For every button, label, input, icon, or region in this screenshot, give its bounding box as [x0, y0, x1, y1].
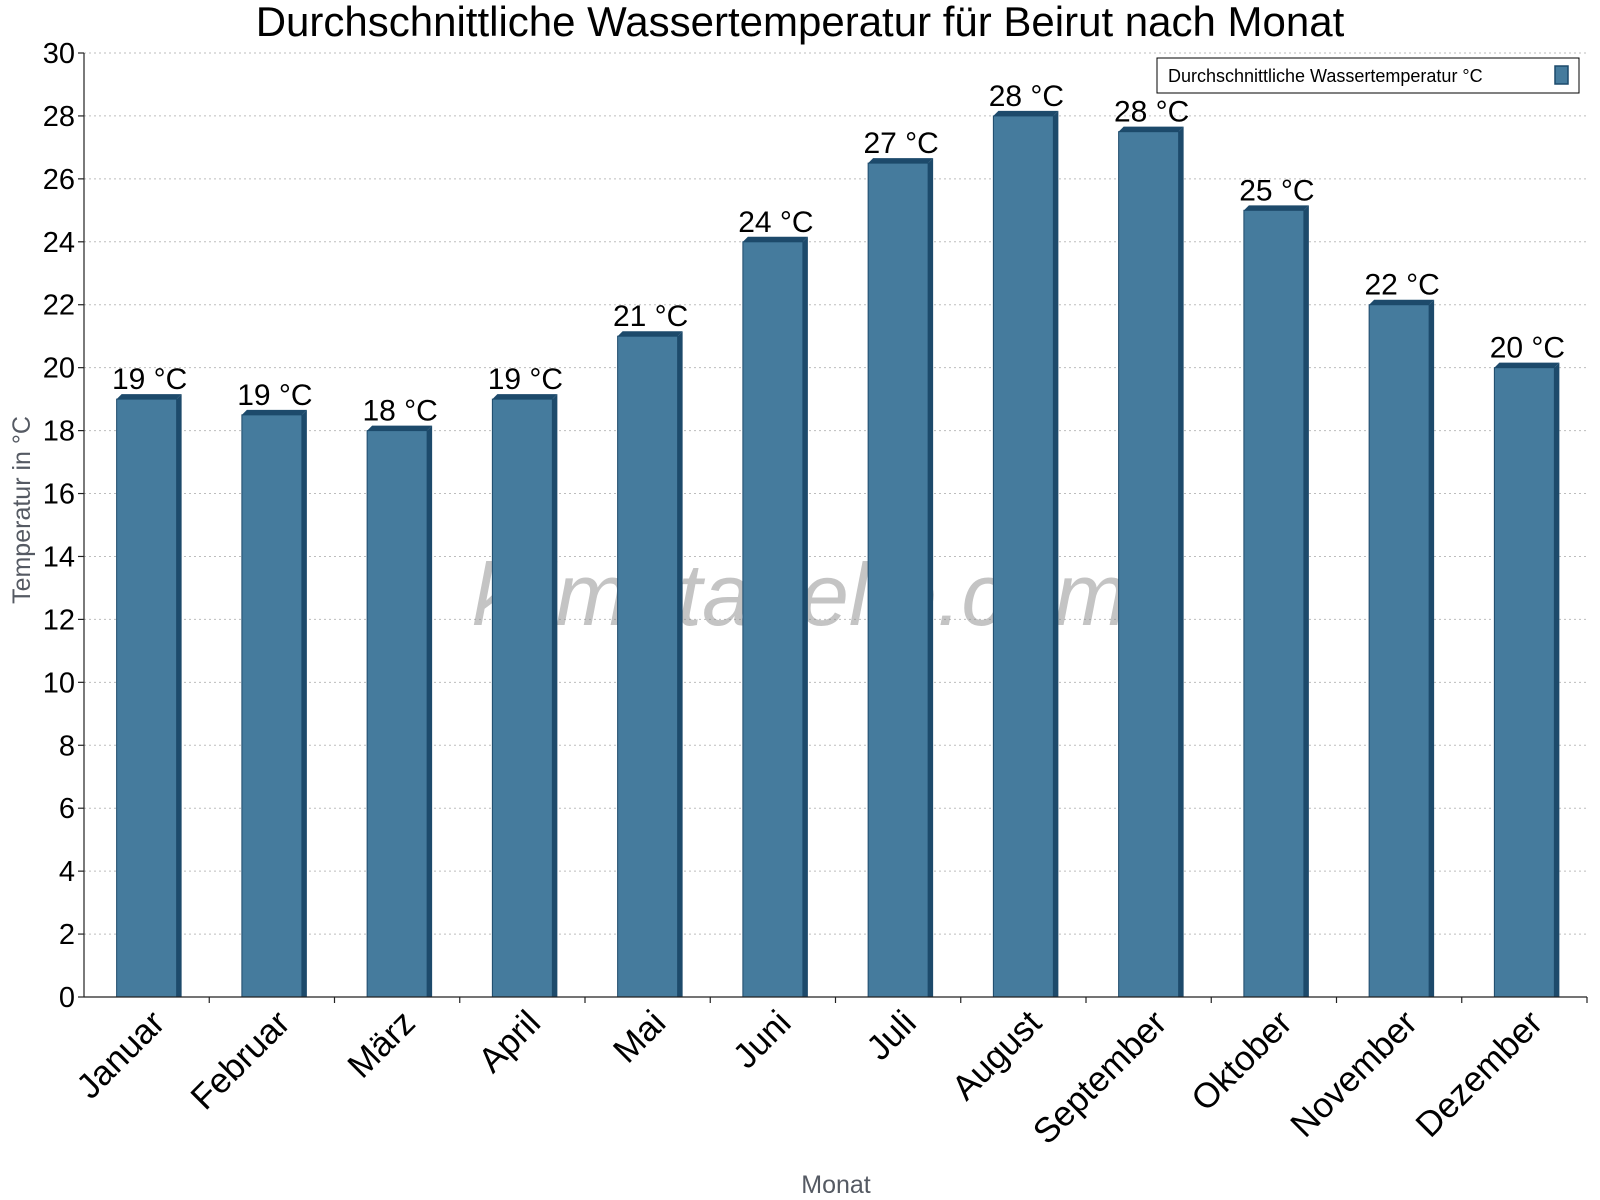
x-tick-label: September: [1026, 1003, 1175, 1152]
y-tick-label: 6: [59, 793, 75, 825]
data-label: 21 °C: [613, 300, 688, 333]
bar-januar: 19 °C: [112, 363, 187, 998]
y-tick-label: 30: [43, 38, 75, 70]
x-tick-label: April: [471, 1003, 548, 1080]
bar: [867, 162, 929, 998]
y-tick-label: 24: [43, 227, 75, 259]
data-label: 18 °C: [362, 395, 437, 428]
bar: [617, 335, 679, 998]
bar-side: [1053, 110, 1059, 997]
bar-side: [802, 236, 808, 998]
y-tick-label: 18: [43, 416, 75, 448]
data-label: 28 °C: [989, 80, 1064, 113]
x-tick-label: Mai: [606, 1003, 673, 1070]
bar-september: 28 °C: [1114, 96, 1189, 998]
x-tick-label: November: [1283, 1003, 1425, 1145]
bar-top: [1494, 362, 1560, 368]
bar-side: [928, 158, 934, 998]
bar-top: [241, 409, 307, 415]
data-label: 24 °C: [738, 206, 813, 239]
y-tick-label: 0: [59, 982, 75, 1014]
bar-side: [552, 394, 558, 998]
legend-label: Durchschnittliche Wassertemperatur °C: [1168, 66, 1483, 86]
bar-side: [677, 331, 683, 997]
legend: Durchschnittliche Wassertemperatur °C: [1156, 57, 1580, 94]
y-tick-label: 14: [43, 541, 75, 573]
legend-swatch: [1554, 65, 1569, 85]
y-tick-label: 26: [43, 164, 75, 196]
y-tick-label: 20: [43, 353, 75, 385]
x-tick-label: März: [340, 1003, 423, 1086]
bar-top: [492, 394, 558, 400]
bars: 19 °C 19 °C 18 °C 19 °C 21 °C 24 °C 27 °C 28 °C…: [112, 80, 1565, 998]
bar-top: [367, 425, 433, 431]
bar: [1368, 304, 1430, 998]
data-label: 27 °C: [863, 127, 938, 160]
bar-märz: 18 °C: [362, 395, 438, 998]
y-tick-label: 10: [43, 667, 75, 699]
data-label: 28 °C: [1114, 96, 1189, 129]
data-label: 19 °C: [488, 363, 563, 396]
bar: [1118, 131, 1180, 998]
bar: [1243, 209, 1305, 998]
data-label: 22 °C: [1364, 269, 1439, 302]
data-label: 20 °C: [1490, 332, 1565, 365]
y-tick-label: 8: [59, 730, 75, 762]
bar-dezember: 20 °C: [1490, 332, 1565, 998]
y-axis-label: Temperatur in °C: [8, 416, 36, 604]
bar-side: [176, 394, 182, 998]
x-axis-label: Monat: [801, 1171, 871, 1199]
bar-februar: 19 °C: [237, 379, 313, 998]
bar-side: [1178, 126, 1184, 997]
y-tick-label: 28: [43, 101, 75, 133]
bar-top: [742, 236, 808, 242]
bar-side: [1429, 299, 1435, 997]
y-tick-label: 12: [43, 604, 75, 636]
legend-box: [1156, 57, 1580, 94]
bar: [992, 115, 1054, 998]
bar-side: [301, 409, 307, 997]
bar-top: [617, 331, 683, 337]
bar-mai: 21 °C: [613, 300, 688, 998]
data-label: 25 °C: [1239, 174, 1314, 207]
x-tick-label: Juli: [859, 1003, 924, 1068]
bar-juli: 27 °C: [863, 127, 939, 998]
bar: [241, 414, 303, 998]
bar-top: [1243, 205, 1309, 211]
x-tick-label: Juni: [726, 1003, 799, 1076]
bar: [491, 398, 553, 998]
x-tick-label: Oktober: [1184, 1003, 1300, 1119]
y-tick-label: 4: [59, 856, 75, 888]
y-tick-label: 22: [43, 290, 75, 322]
bar-side: [1303, 205, 1309, 998]
bar-top: [116, 394, 182, 400]
bar-april: 19 °C: [488, 363, 563, 998]
x-tick-label: Januar: [69, 1003, 172, 1106]
bar-top: [1369, 299, 1435, 305]
bar-side: [427, 425, 433, 998]
bar-top: [868, 158, 934, 164]
y-tick-label: 2: [59, 919, 75, 951]
bar: [116, 398, 178, 998]
bar-august: 28 °C: [989, 80, 1064, 998]
bar-top: [993, 110, 1059, 116]
x-tick-label: August: [944, 1003, 1049, 1108]
x-tick-label: Dezember: [1408, 1003, 1550, 1145]
data-label: 19 °C: [112, 363, 187, 396]
x-tick-label: Februar: [183, 1003, 297, 1117]
bar-top: [1118, 126, 1184, 132]
bar: [1493, 367, 1555, 998]
bar: [742, 241, 804, 998]
y-tick-label: 16: [43, 479, 75, 511]
chart-title: Durchschnittliche Wassertemperatur für B…: [256, 0, 1345, 45]
bar-juni: 24 °C: [738, 206, 814, 998]
bar-november: 22 °C: [1364, 269, 1440, 998]
bar-side: [1554, 362, 1560, 998]
data-label: 19 °C: [237, 379, 312, 412]
bar: [366, 430, 428, 998]
bar-oktober: 25 °C: [1239, 174, 1315, 998]
grid: [84, 52, 1587, 935]
